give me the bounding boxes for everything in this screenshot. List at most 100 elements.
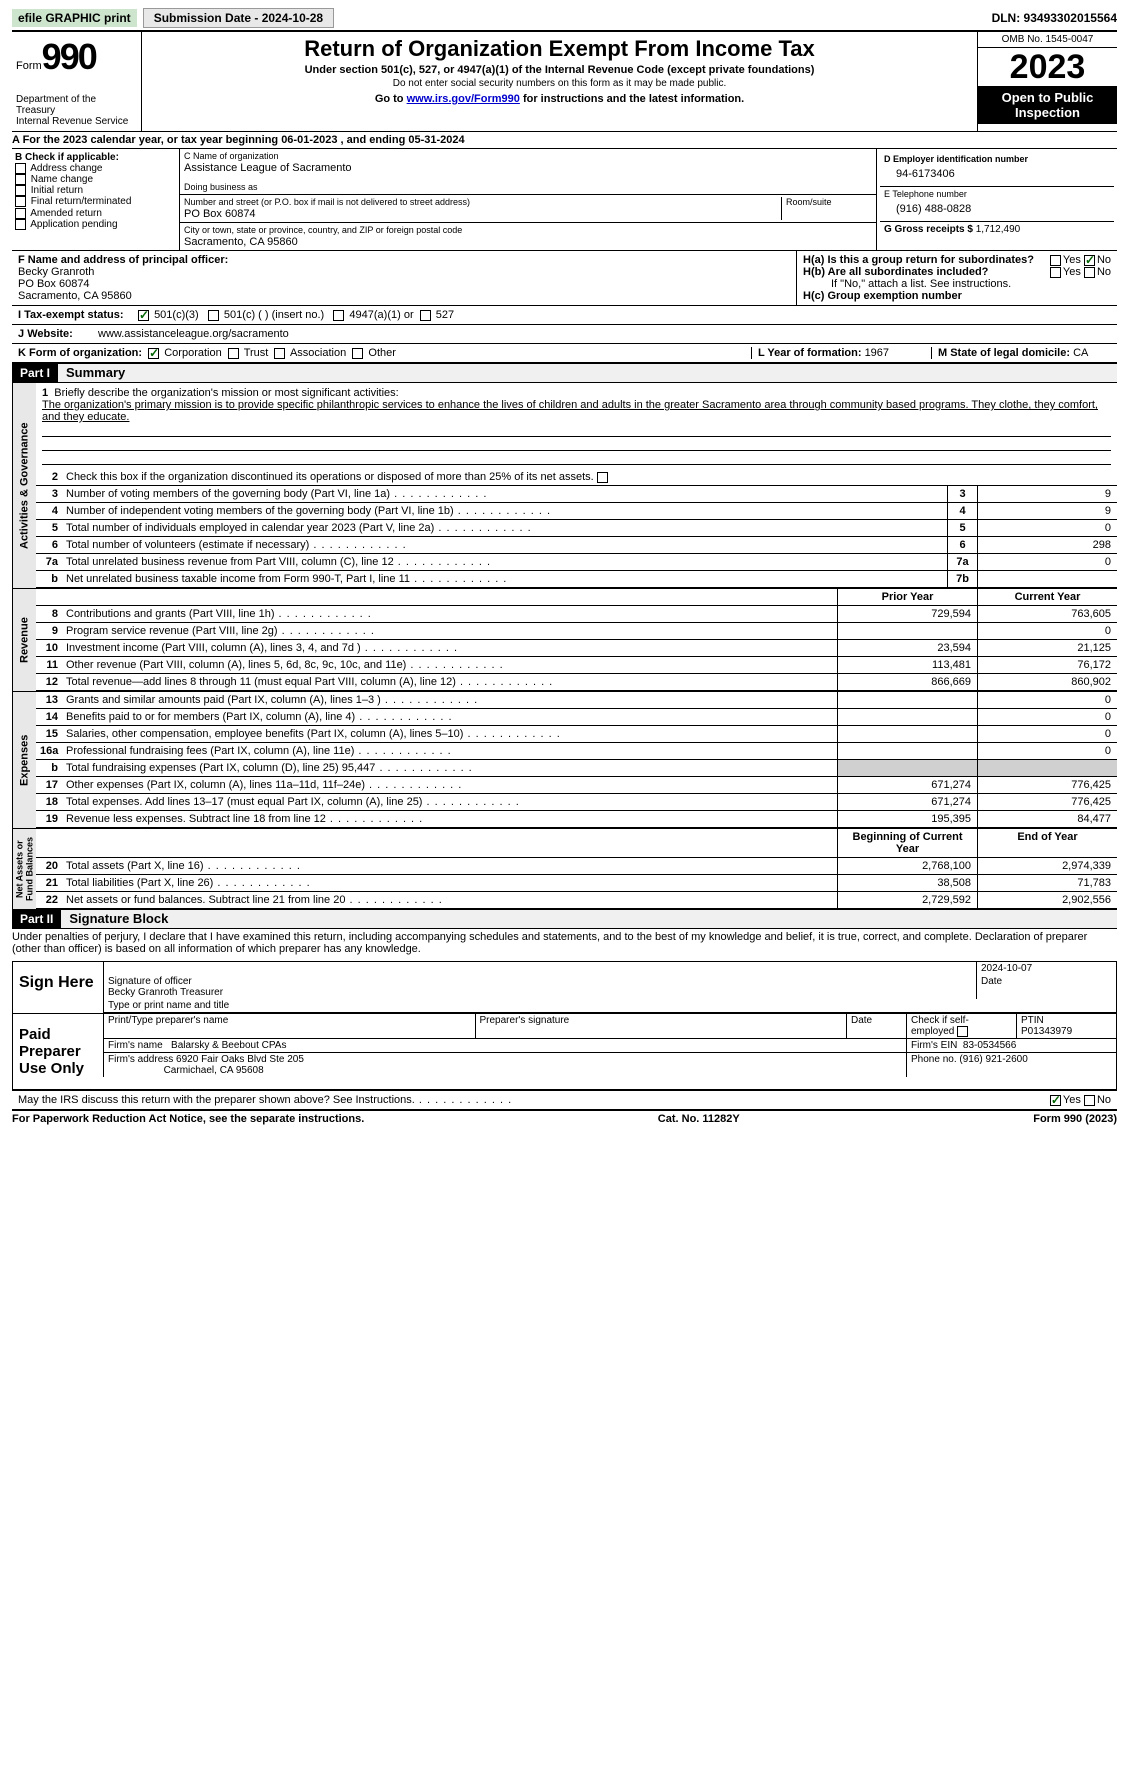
org-name: Assistance League of Sacramento	[184, 161, 872, 174]
vtab-revenue: Revenue	[12, 589, 36, 691]
website: www.assistanceleague.org/sacramento	[98, 328, 289, 340]
paid-preparer-label: Paid Preparer Use Only	[13, 1014, 103, 1089]
street-label: Number and street (or P.O. box if mail i…	[184, 197, 777, 207]
footer-mid: Cat. No. 11282Y	[658, 1113, 740, 1125]
submission-date-button[interactable]: Submission Date - 2024-10-28	[143, 8, 334, 28]
firm-phone: (916) 921-2600	[959, 1054, 1027, 1065]
vtab-expenses: Expenses	[12, 692, 36, 828]
line-a: A For the 2023 calendar year, or tax yea…	[12, 132, 1117, 149]
gross-receipts: 1,712,490	[976, 224, 1021, 235]
trust-checkbox[interactable]	[228, 348, 239, 359]
topbar: efile GRAPHIC print Submission Date - 20…	[12, 8, 1117, 32]
part1-header: Part I	[12, 364, 58, 382]
firm-addr1: 6920 Fair Oaks Blvd Ste 205	[176, 1054, 304, 1065]
website-label: Website:	[27, 328, 73, 340]
city-label: City or town, state or province, country…	[184, 225, 872, 235]
ha-yes-checkbox[interactable]	[1050, 255, 1061, 266]
gross-receipts-label: G Gross receipts $	[884, 224, 976, 235]
boxb-checkbox[interactable]	[15, 219, 26, 230]
part2-title: Signature Block	[61, 911, 168, 926]
hb-note: If "No," attach a list. See instructions…	[803, 278, 1111, 290]
public-inspection-badge: Open to Public Inspection	[978, 86, 1117, 124]
discuss-label: May the IRS discuss this return with the…	[18, 1094, 415, 1106]
firm-ein: 83-0534566	[963, 1040, 1016, 1051]
sig-date: 2024-10-07	[976, 962, 1116, 975]
other-checkbox[interactable]	[352, 348, 363, 359]
box-b-label: B Check if applicable:	[15, 152, 176, 163]
name-label: C Name of organization	[184, 151, 872, 161]
part2-header: Part II	[12, 910, 61, 928]
ptin: P01343979	[1021, 1026, 1072, 1037]
hc-label: H(c) Group exemption number	[803, 290, 962, 302]
officer-name: Becky Granroth	[18, 266, 790, 278]
form-title: Return of Organization Exempt From Incom…	[150, 36, 969, 62]
officer-label: F Name and address of principal officer:	[18, 254, 790, 266]
dln: DLN: 93493302015564	[992, 11, 1117, 25]
mission-text: The organization's primary mission is to…	[42, 399, 1098, 423]
form-subtitle: Under section 501(c), 527, or 4947(a)(1)…	[150, 64, 969, 76]
501c3-checkbox[interactable]	[138, 310, 149, 321]
self-employed-checkbox[interactable]	[957, 1026, 968, 1037]
hb-yes-checkbox[interactable]	[1050, 267, 1061, 278]
boxb-checkbox[interactable]	[15, 174, 26, 185]
ha-label: H(a) Is this a group return for subordin…	[803, 254, 1034, 266]
527-checkbox[interactable]	[420, 310, 431, 321]
discuss-yes-checkbox[interactable]	[1050, 1095, 1061, 1106]
state-domicile: CA	[1073, 347, 1088, 359]
hdr-end: End of Year	[977, 829, 1117, 857]
department: Department of the Treasury Internal Reve…	[16, 94, 137, 127]
boxb-checkbox[interactable]	[15, 208, 26, 219]
501c-checkbox[interactable]	[208, 310, 219, 321]
year-formation: 1967	[865, 347, 889, 359]
part1-title: Summary	[58, 365, 125, 380]
footer-right: Form 990 (2023)	[1033, 1113, 1117, 1125]
ein-label: D Employer identification number	[884, 154, 1110, 164]
footer-left: For Paperwork Reduction Act Notice, see …	[12, 1113, 364, 1125]
hdr-begin: Beginning of Current Year	[837, 829, 977, 857]
suite-label: Room/suite	[786, 197, 872, 207]
ha-no-checkbox[interactable]	[1084, 255, 1095, 266]
firm-addr2: Carmichael, CA 95608	[164, 1065, 264, 1076]
instructions-link[interactable]: www.irs.gov/Form990	[407, 93, 520, 105]
street: PO Box 60874	[184, 207, 777, 220]
tax-exempt-label: Tax-exempt status:	[24, 309, 123, 321]
boxb-checkbox[interactable]	[15, 163, 26, 174]
hdr-current: Current Year	[977, 589, 1117, 605]
omb-number: OMB No. 1545-0047	[978, 32, 1117, 48]
city: Sacramento, CA 95860	[184, 235, 872, 248]
hb-no-checkbox[interactable]	[1084, 267, 1095, 278]
officer-city: Sacramento, CA 95860	[18, 290, 790, 302]
phone-label: E Telephone number	[884, 189, 1110, 199]
vtab-governance: Activities & Governance	[12, 383, 36, 588]
hb-label: H(b) Are all subordinates included?	[803, 266, 988, 278]
dba-label: Doing business as	[184, 182, 872, 192]
form-word: Form	[16, 60, 42, 72]
4947-checkbox[interactable]	[333, 310, 344, 321]
boxb-checkbox[interactable]	[15, 196, 26, 207]
hdr-prior: Prior Year	[837, 589, 977, 605]
ssn-warning: Do not enter social security numbers on …	[150, 78, 969, 89]
corp-checkbox[interactable]	[148, 348, 159, 359]
perjury-statement: Under penalties of perjury, I declare th…	[12, 929, 1117, 957]
q2-checkbox[interactable]	[597, 472, 608, 483]
ein: 94-6173406	[884, 164, 1110, 184]
instructions-prefix: Go to	[375, 93, 407, 105]
instructions-suffix: for instructions and the latest informat…	[520, 93, 744, 105]
phone: (916) 488-0828	[884, 199, 1110, 219]
box-b: B Check if applicable: Address change Na…	[12, 149, 180, 250]
q1-label: Briefly describe the organization's miss…	[54, 387, 398, 399]
form-number: 990	[42, 36, 96, 77]
form-header: Form990 Department of the Treasury Inter…	[12, 32, 1117, 132]
discuss-no-checkbox[interactable]	[1084, 1095, 1095, 1106]
officer-sig: Becky Granroth Treasurer	[108, 987, 223, 998]
type-name-label: Type or print name and title	[103, 999, 1116, 1013]
sign-here-label: Sign Here	[13, 962, 103, 1013]
form-org-label: K Form of organization:	[18, 347, 142, 359]
efile-label: efile GRAPHIC print	[12, 9, 137, 27]
vtab-netassets: Net Assets or Fund Balances	[12, 829, 36, 909]
tax-year: 2023	[978, 48, 1117, 86]
boxb-checkbox[interactable]	[15, 185, 26, 196]
assoc-checkbox[interactable]	[274, 348, 285, 359]
officer-street: PO Box 60874	[18, 278, 790, 290]
firm-name: Balarsky & Beebout CPAs	[171, 1040, 286, 1051]
